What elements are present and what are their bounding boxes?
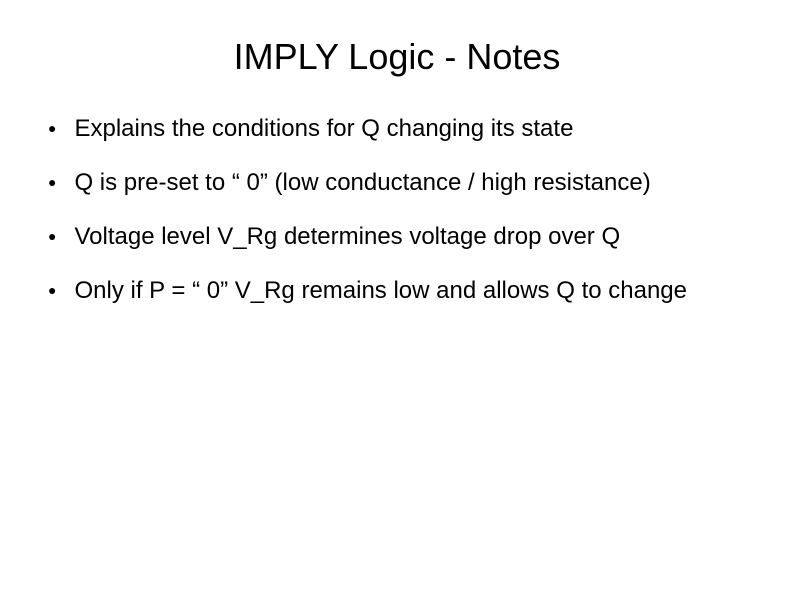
bullet-dot-icon: ● [48,114,56,142]
bullet-text: Q is pre-set to “ 0” (low conductance / … [74,168,754,198]
bullet-text: Voltage level V_Rg determines voltage dr… [74,222,754,252]
list-item: ● Voltage level V_Rg determines voltage … [48,222,754,252]
list-item: ● Explains the conditions for Q changing… [48,114,754,144]
list-item: ● Q is pre-set to “ 0” (low conductance … [48,168,754,198]
bullet-dot-icon: ● [48,276,56,304]
bullet-text: Only if P = “ 0” V_Rg remains low and al… [74,276,754,306]
slide-title: IMPLY Logic - Notes [40,36,754,78]
bullet-dot-icon: ● [48,222,56,250]
bullet-list: ● Explains the conditions for Q changing… [40,114,754,306]
bullet-dot-icon: ● [48,168,56,196]
list-item: ● Only if P = “ 0” V_Rg remains low and … [48,276,754,306]
bullet-text: Explains the conditions for Q changing i… [74,114,754,144]
slide: IMPLY Logic - Notes ● Explains the condi… [0,0,794,595]
